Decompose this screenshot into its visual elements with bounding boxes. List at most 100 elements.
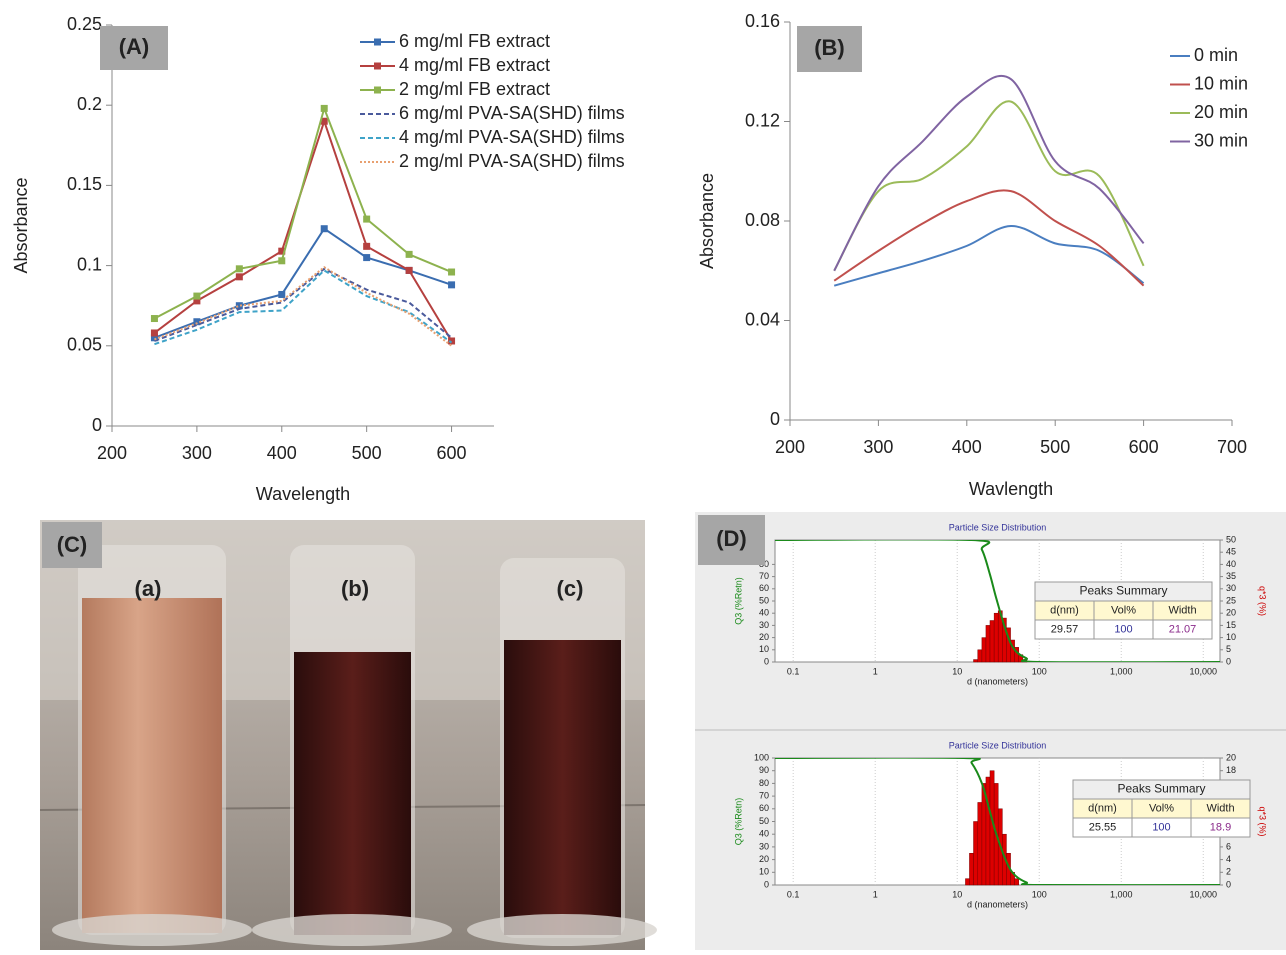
y-tick-label: 80 (759, 778, 769, 788)
y2-tick-label: 30 (1226, 583, 1236, 593)
y2-tick-label: 4 (1226, 854, 1231, 864)
point-marker (278, 290, 286, 298)
histogram-bar (989, 620, 995, 663)
histogram-bar (981, 783, 987, 886)
point-marker (150, 329, 158, 337)
legend-label: 6 mg/ml PVA-SA(SHD) films (399, 103, 625, 123)
tube-c (467, 558, 657, 946)
x-tick-label: 0.1 (787, 666, 800, 676)
point-marker (193, 318, 201, 326)
y-axis-label: Q3 (%Retn) (733, 577, 743, 625)
histogram-bar (965, 878, 970, 886)
x-tick-label: 1,000 (1110, 666, 1133, 676)
point-marker (235, 273, 243, 281)
panel-label: (B) (814, 35, 845, 60)
y2-tick-label: 0 (1226, 879, 1231, 889)
y-tick-label: 90 (759, 765, 769, 775)
table-value: 100 (1114, 623, 1132, 635)
point-marker (235, 302, 243, 310)
x-tick-label: 1 (873, 666, 878, 676)
x-tick-label: 500 (1040, 437, 1070, 457)
x-tick-label: 400 (952, 437, 982, 457)
x-tick-label: 300 (182, 443, 212, 463)
x-tick-label: 100 (1032, 666, 1047, 676)
panel-label-box (42, 522, 102, 568)
legend-label: 4 mg/ml FB extract (399, 55, 550, 75)
point-marker (150, 315, 158, 323)
y-tick-label: 20 (759, 854, 769, 864)
y2-tick-label: 10 (1226, 632, 1236, 642)
y-axis-label: Absorbance (11, 177, 31, 273)
x-axis-label: Wavelength (256, 484, 350, 504)
y-tick-label: 100 (754, 752, 769, 762)
x-tick-label: 700 (1217, 437, 1247, 457)
y-tick-label: 60 (759, 803, 769, 813)
point-marker (320, 104, 328, 112)
legend-label: 0 min (1194, 45, 1238, 65)
histogram-bar (977, 649, 983, 663)
legend-marker (374, 86, 381, 94)
histogram-bar (981, 637, 987, 663)
table-title: Peaks Summary (1117, 782, 1205, 796)
x-tick-label: 10,000 (1189, 666, 1217, 676)
series-line (154, 265, 453, 347)
table-header: Width (1206, 802, 1234, 814)
tube-base (52, 914, 252, 946)
point-marker (363, 215, 371, 223)
table-value: 100 (1152, 821, 1170, 833)
histogram-bar (977, 802, 983, 886)
y-tick-label: 40 (759, 829, 769, 839)
panel-label-box (797, 26, 862, 72)
legend-marker (374, 38, 381, 46)
point-marker (320, 225, 328, 233)
histogram-bar (969, 853, 974, 886)
chart-title: Particle Size Distribution (949, 522, 1047, 532)
x-tick-label: 100 (1032, 889, 1047, 899)
point-marker (320, 117, 328, 125)
point-marker (150, 334, 158, 342)
x-axis-label: Wavlength (969, 479, 1053, 499)
y2-tick-label: 18 (1226, 765, 1236, 775)
y-tick-label: 0 (764, 656, 769, 666)
y2-tick-label: 6 (1226, 841, 1231, 851)
table-header: Vol% (1149, 802, 1174, 814)
y2-axis-label: q*3 (%) (1258, 586, 1268, 616)
table-cell (1152, 619, 1213, 640)
series-line (833, 74, 1145, 272)
y-tick-label: 0.16 (745, 11, 780, 31)
panel-label-box (100, 26, 168, 70)
y-tick-label: 70 (759, 571, 769, 581)
histogram-bar (973, 659, 979, 663)
y-tick-label: 10 (759, 867, 769, 877)
tube-label: (b) (341, 576, 369, 601)
x-tick-label: 300 (863, 437, 893, 457)
table-value: 25.55 (1089, 821, 1117, 833)
y-axis-label: Q3 (%Retn) (733, 798, 743, 846)
y-tick-label: 0 (92, 415, 102, 435)
legend-label: 30 min (1194, 130, 1248, 150)
y-axis-label: Absorbance (697, 173, 717, 269)
point-marker (405, 266, 413, 274)
x-tick-label: 200 (775, 437, 805, 457)
y-tick-label: 70 (759, 790, 769, 800)
y-tick-label: 0 (764, 879, 769, 889)
photo-panel: (C) (a) (b) (c) (39, 520, 657, 950)
legend-label: 20 min (1194, 102, 1248, 122)
y2-tick-label: 40 (1226, 559, 1236, 569)
histogram-bar (993, 612, 999, 663)
histogram-bar (1014, 878, 1019, 886)
series-line (833, 224, 1145, 287)
histogram-bar (973, 821, 979, 886)
point-marker (363, 254, 371, 262)
y-tick-label: 30 (759, 841, 769, 851)
y2-tick-label: 5 (1226, 644, 1231, 654)
legend-label: 10 min (1194, 73, 1248, 93)
x-tick-label: 600 (437, 443, 467, 463)
point-marker (193, 292, 201, 300)
series-line (154, 269, 453, 346)
table-value: 18.9 (1210, 821, 1231, 833)
legend-label: 4 mg/ml PVA-SA(SHD) films (399, 127, 625, 147)
x-tick-label: 400 (267, 443, 297, 463)
x-tick-label: 0.1 (787, 889, 800, 899)
y2-tick-label: 45 (1226, 547, 1236, 557)
